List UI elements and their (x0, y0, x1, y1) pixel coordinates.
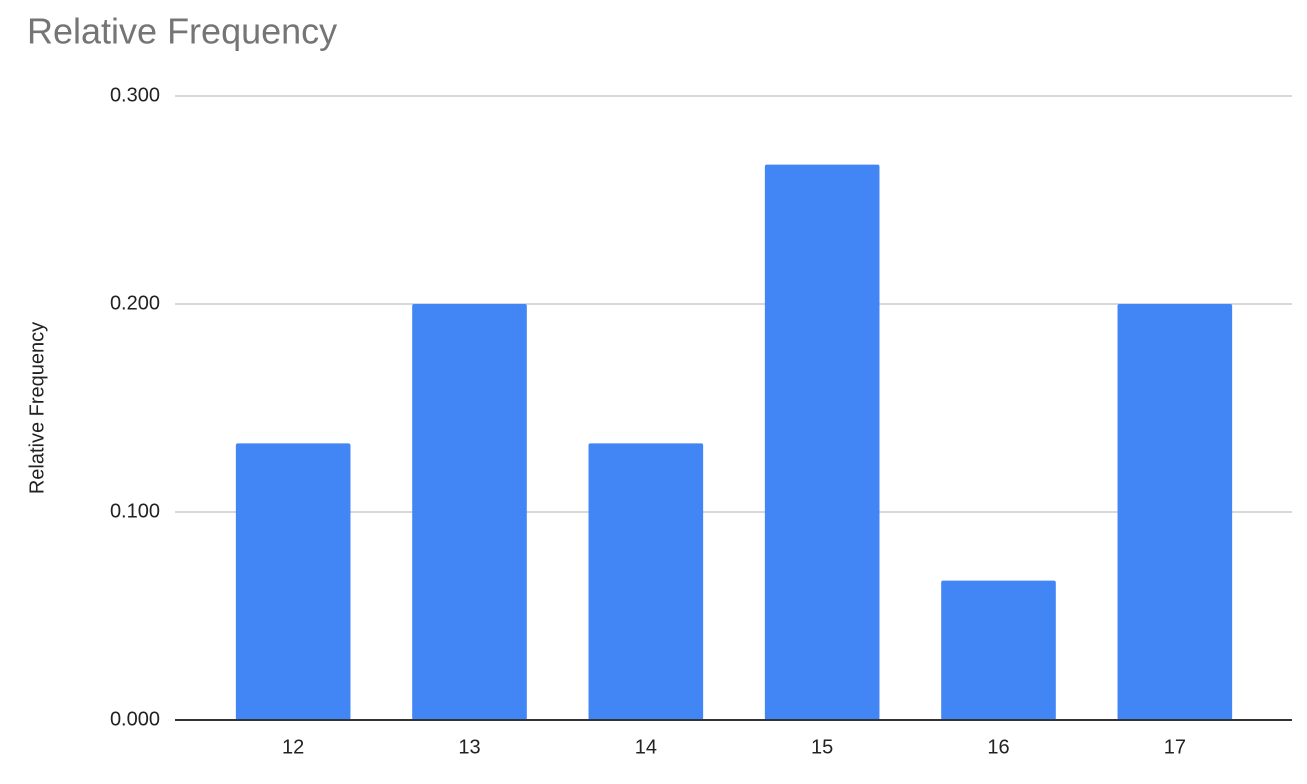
x-tick-label: 13 (458, 736, 480, 758)
y-tick-label: 0.200 (110, 292, 160, 314)
x-tick-label: 12 (282, 736, 304, 758)
bar (941, 580, 1056, 720)
bar (235, 443, 351, 720)
chart-title: Relative Frequency (27, 11, 337, 52)
y-tick-label: 0.300 (110, 84, 160, 106)
x-tick-label: 15 (811, 736, 833, 758)
bar (764, 164, 880, 720)
bar (1117, 304, 1233, 720)
y-tick-label: 0.000 (110, 708, 160, 730)
y-axis-title: Relative Frequency (26, 322, 48, 494)
x-tick-label: 14 (635, 736, 657, 758)
y-tick-label: 0.100 (110, 500, 160, 522)
bar (412, 304, 527, 720)
x-tick-label: 17 (1164, 736, 1186, 758)
x-tick-label: 16 (987, 736, 1009, 758)
bar (588, 443, 704, 720)
